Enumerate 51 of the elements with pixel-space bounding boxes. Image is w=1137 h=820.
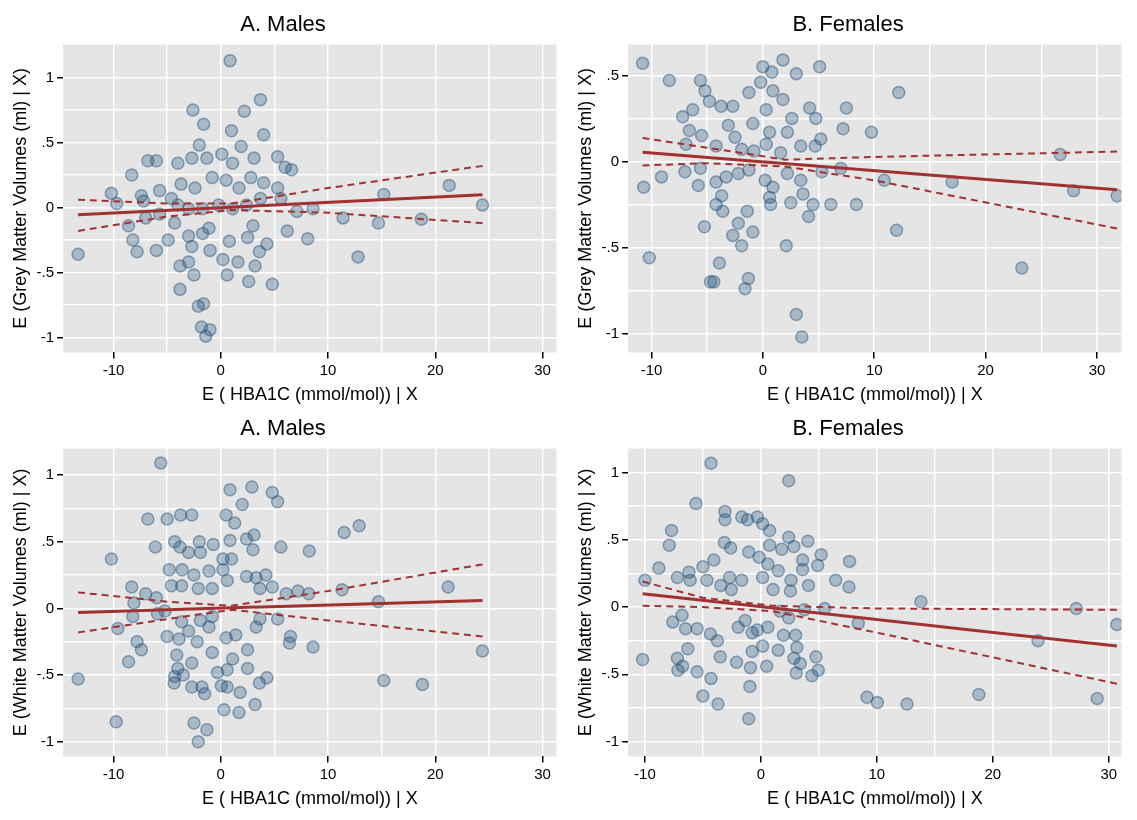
x-tick-label: 0 xyxy=(756,764,766,782)
chart-title: B. Females xyxy=(792,415,904,441)
y-axis-title: E (Grey Matter Volumes (ml) | X) xyxy=(9,68,30,329)
y-tick-label: 1 xyxy=(45,465,55,483)
y-tick-label: -.5 xyxy=(36,262,55,280)
y-axis-title: E (White Matter Volumes (ml) | X) xyxy=(574,468,595,737)
y-tick-label: 0 xyxy=(45,197,55,215)
x-tick-label: 30 xyxy=(534,360,551,378)
chart-title: A. Males xyxy=(240,11,326,37)
x-tick-label: 30 xyxy=(1100,764,1118,782)
y-tick-label: 0 xyxy=(610,151,620,169)
x-tick-label: 0 xyxy=(758,360,768,378)
y-tick-label: .5 xyxy=(41,132,55,150)
y-axis-title: E (White Matter Volumes (ml) | X) xyxy=(9,468,30,737)
y-tick-label: 1 xyxy=(610,462,620,480)
x-tick-label: 10 xyxy=(868,764,886,782)
x-tick-label: 10 xyxy=(865,360,883,378)
x-axis-title: E ( HBA1C (mmol/mol)) | X xyxy=(201,384,418,405)
x-axis-title: E ( HBA1C (mmol/mol)) | X xyxy=(766,384,983,405)
x-axis-title: E ( HBA1C (mmol/mol)) | X xyxy=(201,788,418,809)
y-tick-label: -1 xyxy=(605,731,620,749)
x-tick-label: -10 xyxy=(634,764,656,782)
x-tick-label: 30 xyxy=(1088,360,1106,378)
y-tick-label: 0 xyxy=(610,597,620,615)
y-tick-label: -1 xyxy=(40,327,55,345)
y-tick-label: -1 xyxy=(605,323,620,341)
x-tick-label: -10 xyxy=(102,764,125,782)
x-tick-label: 0 xyxy=(216,360,225,378)
x-tick-label: 0 xyxy=(216,764,225,782)
x-axis-title: E ( HBA1C (mmol/mol)) | X xyxy=(766,788,983,809)
y-tick-label: -1 xyxy=(40,731,55,749)
x-tick-label: -10 xyxy=(640,360,663,378)
x-tick-label: 20 xyxy=(977,360,994,378)
x-tick-label: -10 xyxy=(102,360,125,378)
y-tick-label: .5 xyxy=(606,65,620,83)
y-tick-label: -.5 xyxy=(601,664,620,682)
y-tick-label: 1 xyxy=(45,67,55,85)
y-tick-label: 0 xyxy=(45,598,55,616)
y-tick-label: .5 xyxy=(606,530,620,547)
x-tick-label: 20 xyxy=(984,764,1002,782)
x-tick-label: 10 xyxy=(319,360,337,378)
y-axis-title: E (Grey Matter Volumes (ml) | X) xyxy=(574,68,595,329)
y-tick-label: .5 xyxy=(41,531,55,549)
x-tick-label: 20 xyxy=(426,360,444,378)
x-tick-label: 10 xyxy=(319,764,337,782)
x-tick-label: 20 xyxy=(426,764,444,782)
chart-title: A. Males xyxy=(240,415,326,441)
y-tick-label: -.5 xyxy=(36,665,55,683)
y-tick-label: -.5 xyxy=(601,237,620,255)
x-tick-label: 30 xyxy=(534,764,551,782)
chart-title: B. Females xyxy=(792,11,904,37)
